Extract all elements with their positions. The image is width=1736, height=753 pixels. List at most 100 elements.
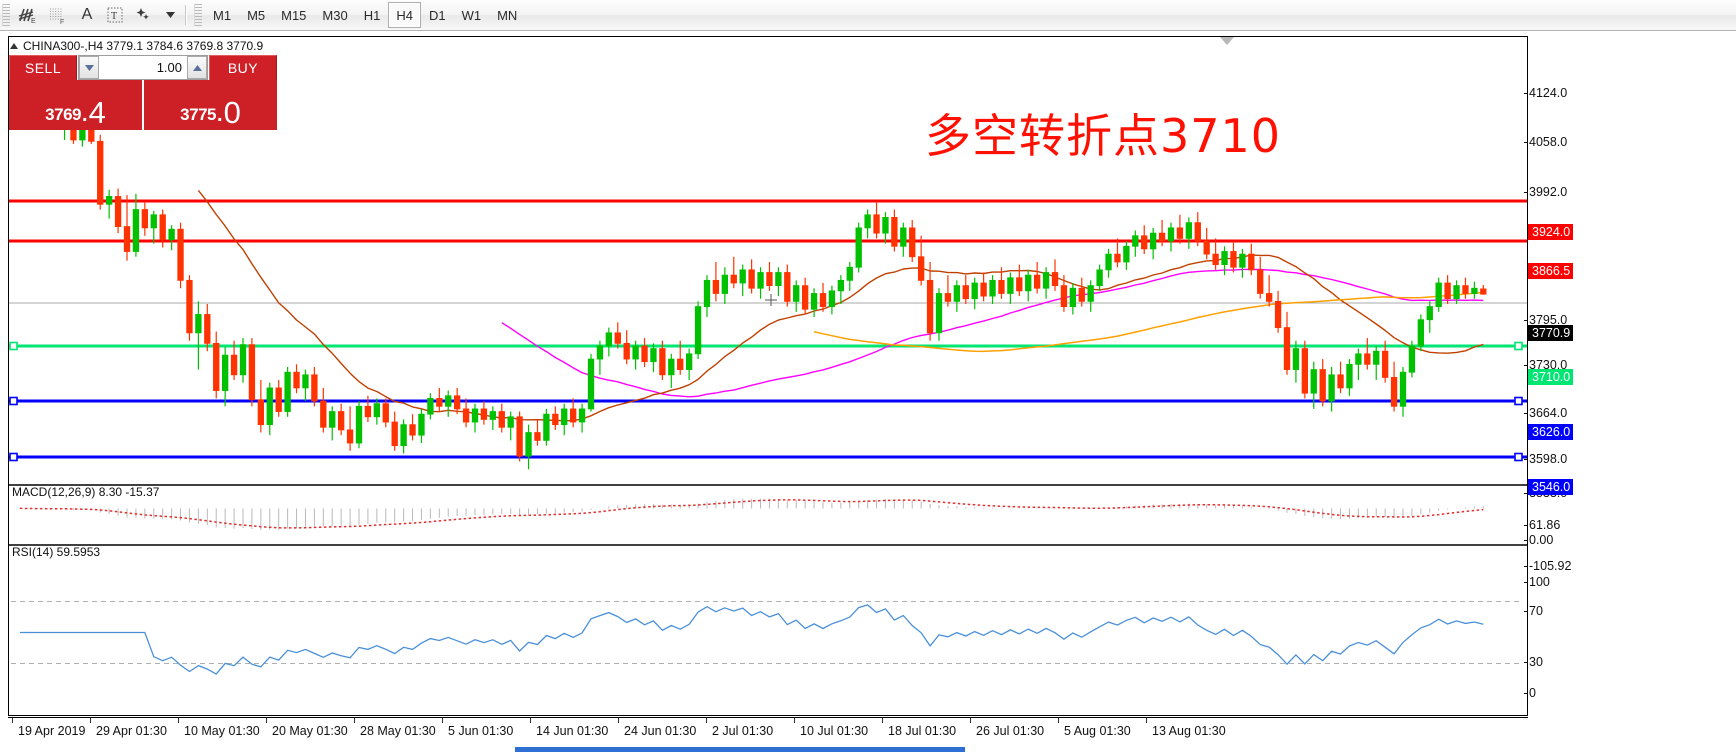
candlestick — [1480, 284, 1487, 295]
candlestick — [1408, 340, 1416, 378]
candlestick — [284, 366, 291, 417]
price-tick: 4058.0 — [1523, 135, 1568, 149]
candlestick — [453, 387, 461, 415]
candlestick — [1096, 264, 1103, 291]
timeframe-h1[interactable]: H1 — [363, 7, 381, 23]
candlestick — [1167, 222, 1175, 252]
candlestick — [516, 411, 523, 462]
candlestick — [1069, 282, 1077, 315]
sell-price-display[interactable]: 3769 . 4 — [9, 80, 144, 130]
one-click-trading-panel[interactable]: SELL 1.00 BUY 3769 . 4 3775 . 0 — [9, 55, 277, 130]
time-axis-label: 28 May 01:30 — [354, 718, 436, 738]
text-label-icon[interactable]: T — [101, 2, 129, 28]
candlestick — [596, 340, 604, 375]
candlestick — [721, 267, 729, 304]
price-tag-pivot[interactable]: 3710.0 — [1528, 369, 1574, 385]
rsi-scale-70: 70 — [1524, 604, 1543, 618]
candlestick — [1194, 212, 1201, 247]
window-marker-icon[interactable] — [1220, 37, 1234, 45]
time-axis-label: 5 Jun 01:30 — [441, 718, 514, 738]
candlestick — [257, 380, 265, 433]
objects-dropdown-caret-icon[interactable] — [161, 2, 180, 28]
svg-text:E: E — [31, 18, 36, 25]
timeframe-w1[interactable]: W1 — [461, 7, 482, 23]
price-scale[interactable]: 4124.0 4058.0 3992.0 3795.0 3730.0 3664.0 3598… — [1523, 36, 1649, 753]
candlestick — [730, 256, 737, 289]
sell-button[interactable]: SELL — [9, 55, 77, 80]
candlestick — [1185, 217, 1193, 249]
volume-stepper[interactable]: 1.00 — [78, 55, 208, 80]
text-tool-icon[interactable]: A — [81, 6, 93, 23]
price-tag-support[interactable]: 3626.0 — [1528, 424, 1574, 440]
timeframe-grip[interactable] — [194, 4, 202, 26]
candlestick — [605, 327, 613, 357]
time-axis[interactable]: 19 Apr 2019 29 Apr 01:30 10 May 01:30 20 Ma… — [8, 717, 1528, 745]
candlestick — [427, 393, 434, 420]
candlestick — [855, 222, 862, 273]
price-chart-canvas[interactable] — [9, 37, 1527, 715]
timeframe-m15[interactable]: M15 — [281, 7, 307, 23]
time-axis-label: 10 Jul 01:30 — [793, 718, 869, 738]
time-axis-label: 29 Apr 01:30 — [90, 718, 167, 738]
candlestick — [132, 193, 140, 257]
candlestick — [114, 188, 122, 234]
candlestick — [480, 401, 488, 425]
timeframe-m30[interactable]: M30 — [322, 7, 348, 23]
toolbar-grip[interactable] — [2, 4, 10, 26]
candlestick — [1212, 238, 1219, 270]
candlestick — [409, 414, 416, 441]
volume-decrease-icon[interactable] — [79, 56, 99, 79]
candlestick — [275, 380, 282, 417]
macd-signal-line — [19, 499, 1484, 529]
candlestick — [1435, 277, 1442, 312]
candlestick — [1346, 359, 1353, 396]
collapse-triangle-icon[interactable] — [10, 43, 18, 49]
timeframe-mn[interactable]: MN — [497, 7, 518, 23]
candlestick — [1007, 272, 1014, 304]
volume-increase-icon[interactable] — [187, 56, 207, 79]
candlestick — [685, 348, 693, 381]
candlestick — [1105, 248, 1112, 278]
chart-title: CHINA300-,H4 3779.1 3784.6 3769.8 3770.9 — [10, 39, 263, 53]
moving-average-line — [197, 189, 1484, 422]
grid-icon[interactable]: F — [43, 2, 73, 28]
sell-price-fraction: 4 — [88, 95, 106, 130]
macd-scale-bottom: -105.92 — [1523, 559, 1572, 573]
timeframe-m5[interactable]: M5 — [247, 7, 266, 23]
oct-controls-row: SELL 1.00 BUY — [9, 55, 277, 80]
timeframe-m1[interactable]: M1 — [213, 7, 232, 23]
candlestick — [1114, 238, 1121, 268]
buy-price-display[interactable]: 3775 . 0 — [144, 80, 277, 130]
candlestick — [471, 403, 479, 433]
price-tag-support[interactable]: 3546.0 — [1528, 479, 1574, 495]
chart-window[interactable] — [8, 36, 1528, 716]
buy-price-integer: 3775 — [180, 105, 216, 124]
timeframe-d1[interactable]: D1 — [428, 7, 446, 23]
objects-icon[interactable] — [129, 2, 161, 28]
volume-value[interactable]: 1.00 — [156, 60, 182, 75]
time-axis-label: 2 Jul 01:30 — [705, 718, 774, 738]
candlestick — [766, 262, 773, 291]
candlestick — [346, 406, 354, 451]
candlestick — [953, 280, 961, 312]
indicators-icon[interactable]: E — [13, 2, 43, 28]
timeframe-h4[interactable]: H4 — [388, 2, 421, 28]
buy-button[interactable]: BUY — [209, 55, 277, 80]
price-tick: 3795.0 — [1523, 313, 1568, 327]
candlestick — [1132, 230, 1139, 257]
candlestick — [418, 408, 425, 444]
candlestick — [569, 398, 577, 428]
price-tag-last-price[interactable]: 3770.9 — [1528, 325, 1574, 341]
time-axis-label: 20 May 01:30 — [266, 718, 348, 738]
macd-indicator-label[interactable]: MACD(12,26,9) 8.30 -15.37 — [12, 485, 160, 499]
candlestick — [525, 424, 532, 470]
candlestick — [1417, 314, 1425, 352]
chart-text-annotation[interactable]: 多空转折点3710 — [925, 109, 1282, 163]
candlestick — [534, 419, 541, 446]
price-tag-resistance[interactable]: 3924.0 — [1528, 224, 1574, 240]
horizontal-scrollbar[interactable] — [515, 747, 965, 752]
price-tag-resistance[interactable]: 3866.5 — [1528, 263, 1574, 279]
rsi-indicator-label[interactable]: RSI(14) 59.5953 — [12, 545, 101, 559]
candlestick — [150, 210, 157, 244]
